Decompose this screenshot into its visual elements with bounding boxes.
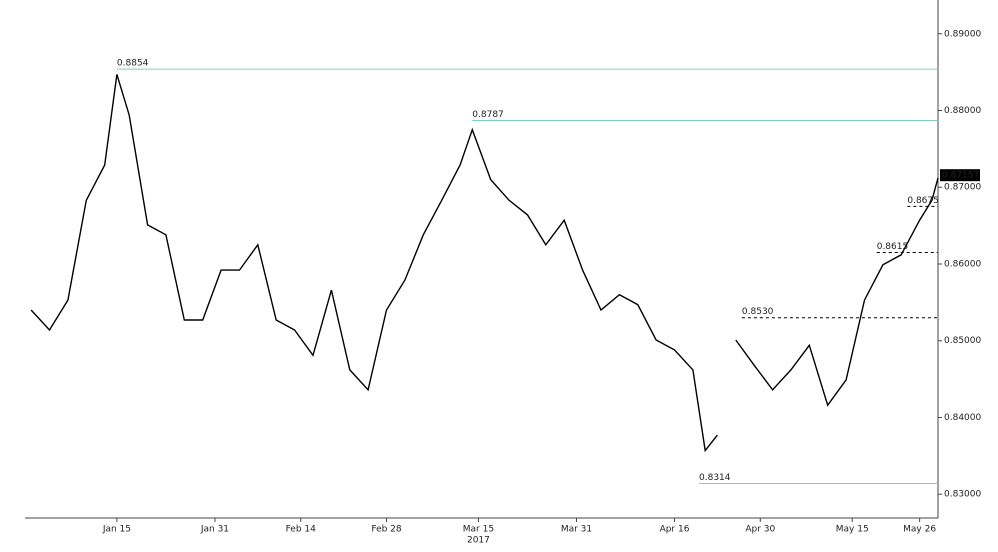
x-tick-label: Feb 14 <box>286 525 317 535</box>
last-value-box <box>940 169 980 182</box>
x-tick-label: Apr 16 <box>660 525 690 535</box>
price-line <box>30 74 939 453</box>
last-value-label: 0.87157 <box>942 171 979 181</box>
y-tick-label: 0.89000 <box>944 29 981 39</box>
x-tick-label: May 26 <box>903 525 936 535</box>
level-label: 0.8530 <box>742 307 774 317</box>
year-label: 2017 <box>467 536 490 546</box>
level-label: 0.8854 <box>117 59 149 69</box>
level-label: 0.8675 <box>907 196 939 206</box>
x-tick-label: Feb 28 <box>371 525 402 535</box>
x-tick-label: Jan 31 <box>200 525 229 535</box>
y-tick-label: 0.85000 <box>944 336 981 346</box>
level-label: 0.8787 <box>472 110 504 120</box>
y-tick-label: 0.88000 <box>944 106 981 116</box>
level-label: 0.8314 <box>699 473 731 483</box>
y-tick-label: 0.87000 <box>944 183 981 193</box>
x-tick-label: May 15 <box>836 525 869 535</box>
level-label: 0.8615 <box>877 242 909 252</box>
x-tick-label: Jan 15 <box>102 525 131 535</box>
x-tick-label: Mar 31 <box>561 525 592 535</box>
y-tick-label: 0.84000 <box>944 413 981 423</box>
y-tick-label: 0.83000 <box>944 490 981 500</box>
x-tick-label: Mar 15 <box>463 525 494 535</box>
x-tick-label: Apr 30 <box>745 525 775 535</box>
y-tick-label: 0.86000 <box>944 259 981 269</box>
